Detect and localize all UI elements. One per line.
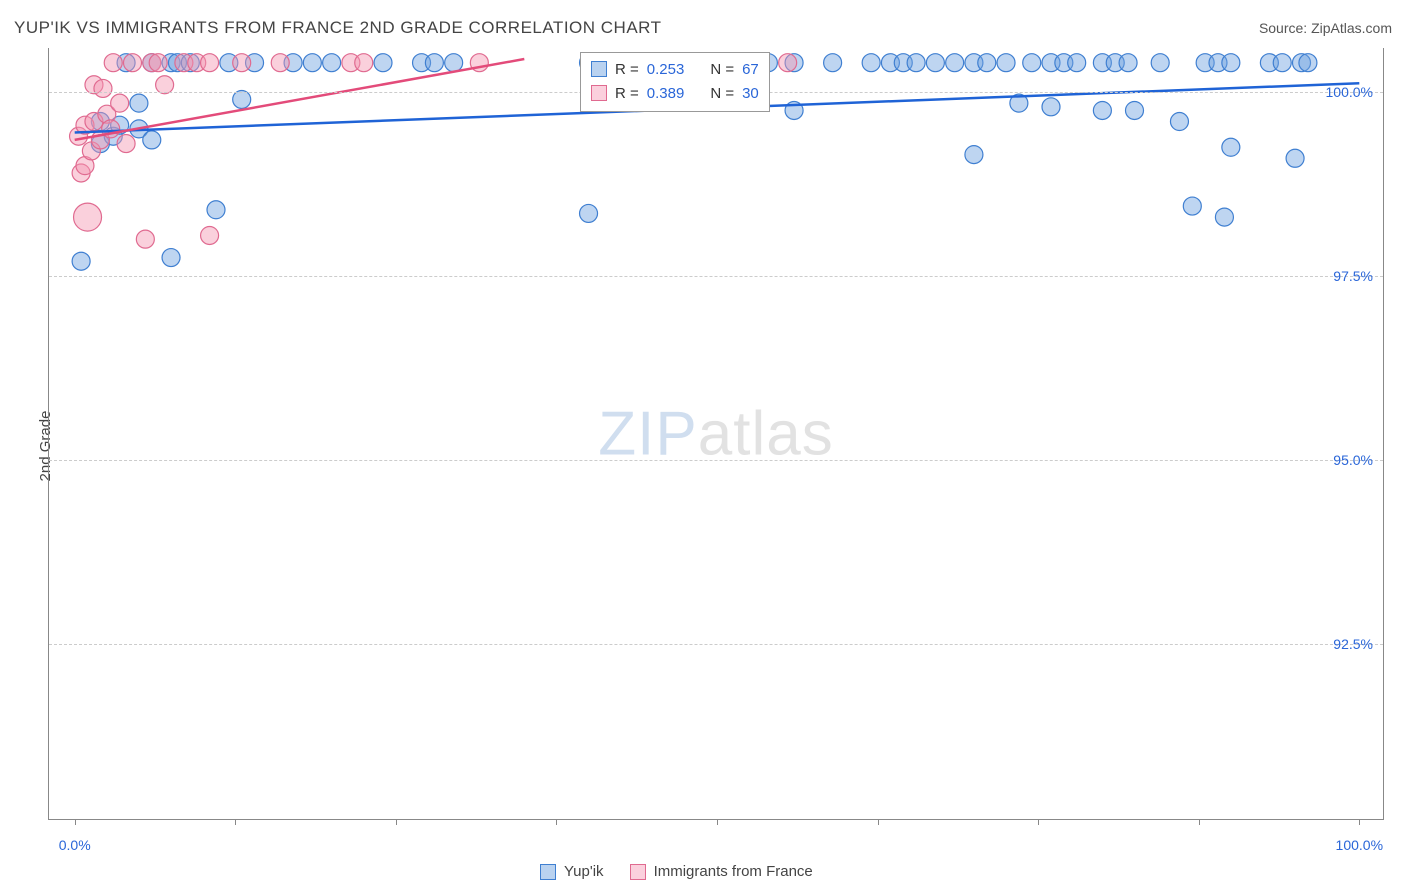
legend-swatch bbox=[591, 61, 607, 77]
legend-n-value: 30 bbox=[742, 85, 759, 102]
data-point bbox=[143, 131, 161, 149]
series-legend-label: Immigrants from France bbox=[654, 863, 813, 880]
stats-legend-row: R = 0.389 N = 30 bbox=[591, 81, 759, 105]
data-point bbox=[1093, 101, 1111, 119]
x-tick-mark bbox=[878, 819, 879, 825]
chart-container: YUP'IK VS IMMIGRANTS FROM FRANCE 2ND GRA… bbox=[0, 0, 1406, 892]
data-point bbox=[374, 54, 392, 72]
data-point bbox=[1126, 101, 1144, 119]
legend-swatch bbox=[591, 85, 607, 101]
data-point bbox=[1151, 54, 1169, 72]
legend-n-label: N = bbox=[710, 61, 734, 78]
y-tick-label: 92.5% bbox=[1333, 636, 1373, 652]
legend-swatch bbox=[540, 864, 556, 880]
data-point bbox=[162, 249, 180, 267]
source-label: Source: ZipAtlas.com bbox=[1259, 20, 1392, 36]
legend-n-label: N = bbox=[710, 85, 734, 102]
data-point bbox=[111, 94, 129, 112]
plot-area: ZIPatlas 100.0%97.5%95.0%92.5%0.0%100.0% bbox=[48, 48, 1384, 820]
data-point bbox=[580, 204, 598, 222]
data-point bbox=[271, 54, 289, 72]
x-tick-mark bbox=[1038, 819, 1039, 825]
legend-r-label: R = bbox=[615, 61, 639, 78]
x-tick-label: 100.0% bbox=[1336, 837, 1383, 853]
data-point bbox=[1170, 113, 1188, 131]
x-tick-mark bbox=[556, 819, 557, 825]
gridline bbox=[49, 460, 1383, 461]
legend-r-label: R = bbox=[615, 85, 639, 102]
y-tick-label: 95.0% bbox=[1333, 452, 1373, 468]
data-point bbox=[149, 54, 167, 72]
legend-r-value: 0.253 bbox=[647, 61, 685, 78]
data-point bbox=[355, 54, 373, 72]
data-point bbox=[233, 90, 251, 108]
data-point bbox=[997, 54, 1015, 72]
data-point bbox=[824, 54, 842, 72]
data-point bbox=[1042, 98, 1060, 116]
data-point bbox=[201, 54, 219, 72]
data-point bbox=[926, 54, 944, 72]
data-point bbox=[1215, 208, 1233, 226]
legend-swatch bbox=[630, 864, 646, 880]
header: YUP'IK VS IMMIGRANTS FROM FRANCE 2ND GRA… bbox=[14, 14, 1392, 42]
data-point bbox=[233, 54, 251, 72]
data-point bbox=[425, 54, 443, 72]
series-legend-item: Immigrants from France bbox=[630, 863, 813, 880]
data-point bbox=[207, 201, 225, 219]
data-point bbox=[1183, 197, 1201, 215]
data-point bbox=[946, 54, 964, 72]
legend-r-value: 0.389 bbox=[647, 85, 685, 102]
x-tick-mark bbox=[396, 819, 397, 825]
data-point bbox=[1119, 54, 1137, 72]
data-point bbox=[94, 79, 112, 97]
data-point bbox=[130, 94, 148, 112]
data-point bbox=[1222, 138, 1240, 156]
data-point bbox=[117, 135, 135, 153]
y-tick-label: 100.0% bbox=[1326, 84, 1373, 100]
series-legend-item: Yup'ik bbox=[540, 863, 604, 880]
x-tick-mark bbox=[1199, 819, 1200, 825]
data-point bbox=[1068, 54, 1086, 72]
y-tick-label: 97.5% bbox=[1333, 268, 1373, 284]
data-point bbox=[74, 203, 102, 231]
chart-title: YUP'IK VS IMMIGRANTS FROM FRANCE 2ND GRA… bbox=[14, 18, 662, 38]
chart-svg bbox=[49, 48, 1385, 820]
data-point bbox=[445, 54, 463, 72]
x-tick-mark bbox=[235, 819, 236, 825]
data-point bbox=[1023, 54, 1041, 72]
data-point bbox=[779, 54, 797, 72]
data-point bbox=[1286, 149, 1304, 167]
data-point bbox=[862, 54, 880, 72]
data-point bbox=[907, 54, 925, 72]
data-point bbox=[104, 54, 122, 72]
legend-n-value: 67 bbox=[742, 61, 759, 78]
data-point bbox=[1299, 54, 1317, 72]
data-point bbox=[965, 146, 983, 164]
data-point bbox=[1273, 54, 1291, 72]
x-tick-mark bbox=[1359, 819, 1360, 825]
series-legend-label: Yup'ik bbox=[564, 863, 604, 880]
series-legend: Yup'ik Immigrants from France bbox=[540, 863, 813, 880]
data-point bbox=[201, 226, 219, 244]
data-point bbox=[124, 54, 142, 72]
gridline bbox=[49, 644, 1383, 645]
x-tick-label: 0.0% bbox=[59, 837, 91, 853]
data-point bbox=[303, 54, 321, 72]
data-point bbox=[136, 230, 154, 248]
data-point bbox=[323, 54, 341, 72]
data-point bbox=[156, 76, 174, 94]
gridline bbox=[49, 276, 1383, 277]
data-point bbox=[978, 54, 996, 72]
stats-legend-row: R = 0.253 N = 67 bbox=[591, 57, 759, 81]
data-point bbox=[1222, 54, 1240, 72]
x-tick-mark bbox=[75, 819, 76, 825]
stats-legend: R = 0.253 N = 67 R = 0.389 N = 30 bbox=[580, 52, 770, 112]
data-point bbox=[72, 252, 90, 270]
x-tick-mark bbox=[717, 819, 718, 825]
